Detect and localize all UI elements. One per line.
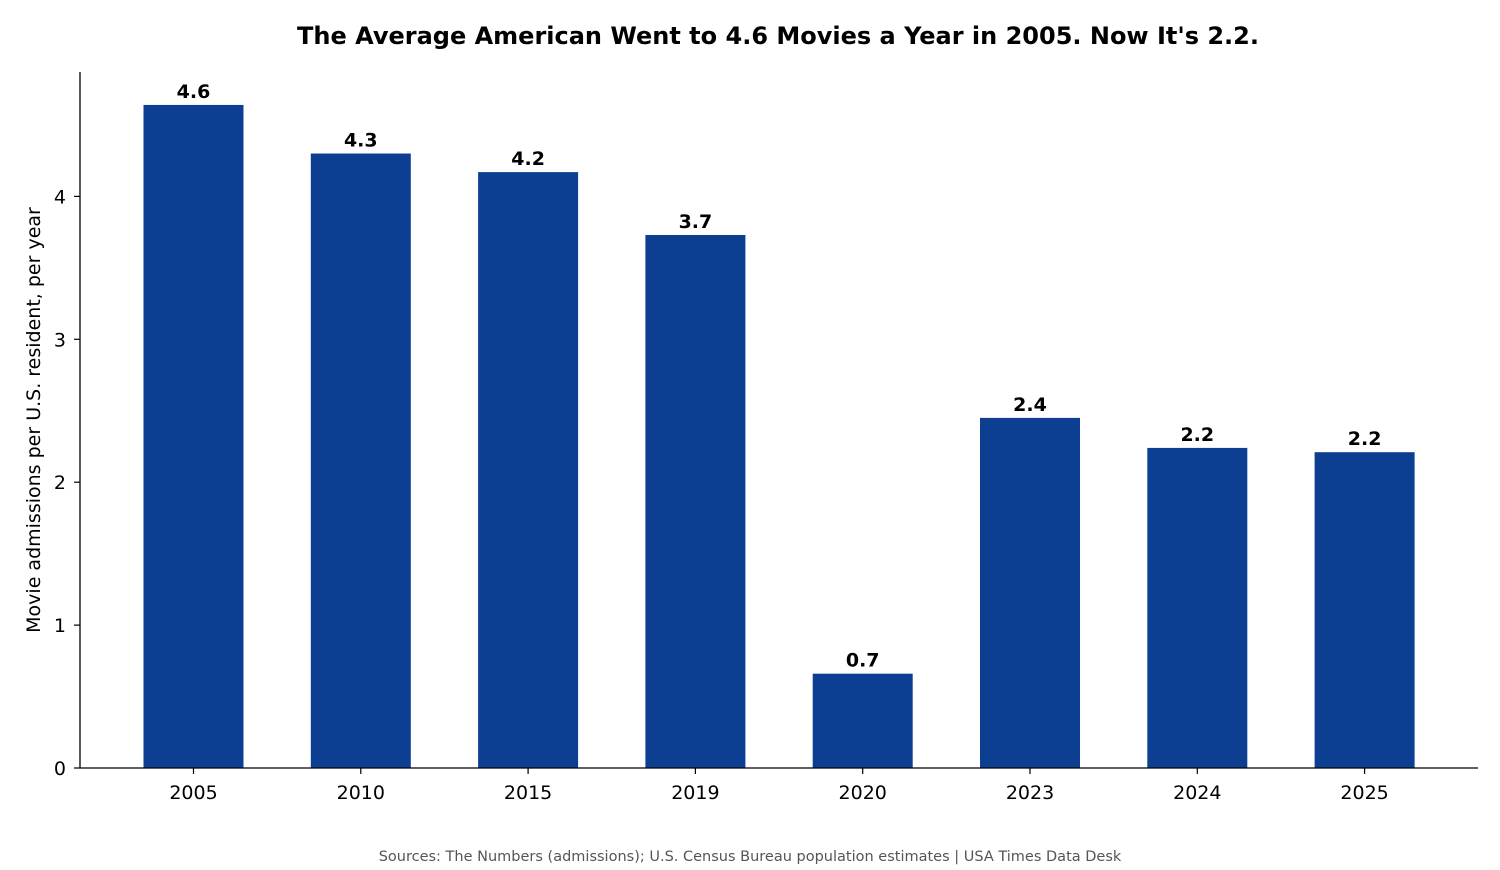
chart-title: The Average American Went to 4.6 Movies …	[297, 22, 1259, 50]
y-tick-label-4: 4	[54, 186, 66, 208]
bar-2019	[645, 234, 746, 768]
y-tick-label-0: 0	[54, 758, 66, 780]
data-labels: 4.6 4.3 4.2 3.7 0.7 2.4 2.2 2.2	[177, 81, 1382, 672]
data-label-2019: 3.7	[679, 211, 713, 233]
x-tick-label-2019: 2019	[671, 782, 719, 804]
y-axis-label: Movie admissions per U.S. resident, per …	[23, 207, 45, 633]
bar-2015	[478, 172, 579, 768]
data-label-2010: 4.3	[344, 130, 378, 152]
data-label-2015: 4.2	[511, 148, 545, 170]
x-tick-label-2025: 2025	[1340, 782, 1388, 804]
x-tick-label-2010: 2010	[337, 782, 385, 804]
x-axis-ticks: 2005 2010 2015 2019 2020 2023 2024 2025	[169, 768, 1389, 804]
y-tick-label-1: 1	[54, 615, 66, 637]
y-tick-label-2: 2	[54, 472, 66, 494]
bar-2005	[143, 104, 244, 769]
x-tick-label-2005: 2005	[169, 782, 217, 804]
source-note: Sources: The Numbers (admissions); U.S. …	[379, 849, 1122, 865]
data-label-2005: 4.6	[177, 81, 211, 103]
data-label-2020: 0.7	[846, 650, 880, 672]
bar-2020	[812, 673, 913, 768]
y-axis-ticks: 0 1 2 3 4	[54, 186, 80, 780]
bar-2010	[310, 153, 411, 768]
bar-2023	[980, 417, 1080, 768]
bar-2025	[1314, 452, 1415, 768]
y-tick-label-3: 3	[54, 329, 66, 351]
x-tick-label-2023: 2023	[1006, 782, 1054, 804]
data-label-2025: 2.2	[1348, 428, 1382, 450]
x-tick-label-2024: 2024	[1173, 782, 1221, 804]
data-label-2023: 2.4	[1013, 394, 1047, 416]
x-tick-label-2015: 2015	[504, 782, 552, 804]
bar-2024	[1147, 447, 1248, 768]
data-label-2024: 2.2	[1180, 424, 1214, 446]
bars	[143, 104, 1415, 769]
x-tick-label-2020: 2020	[839, 782, 887, 804]
